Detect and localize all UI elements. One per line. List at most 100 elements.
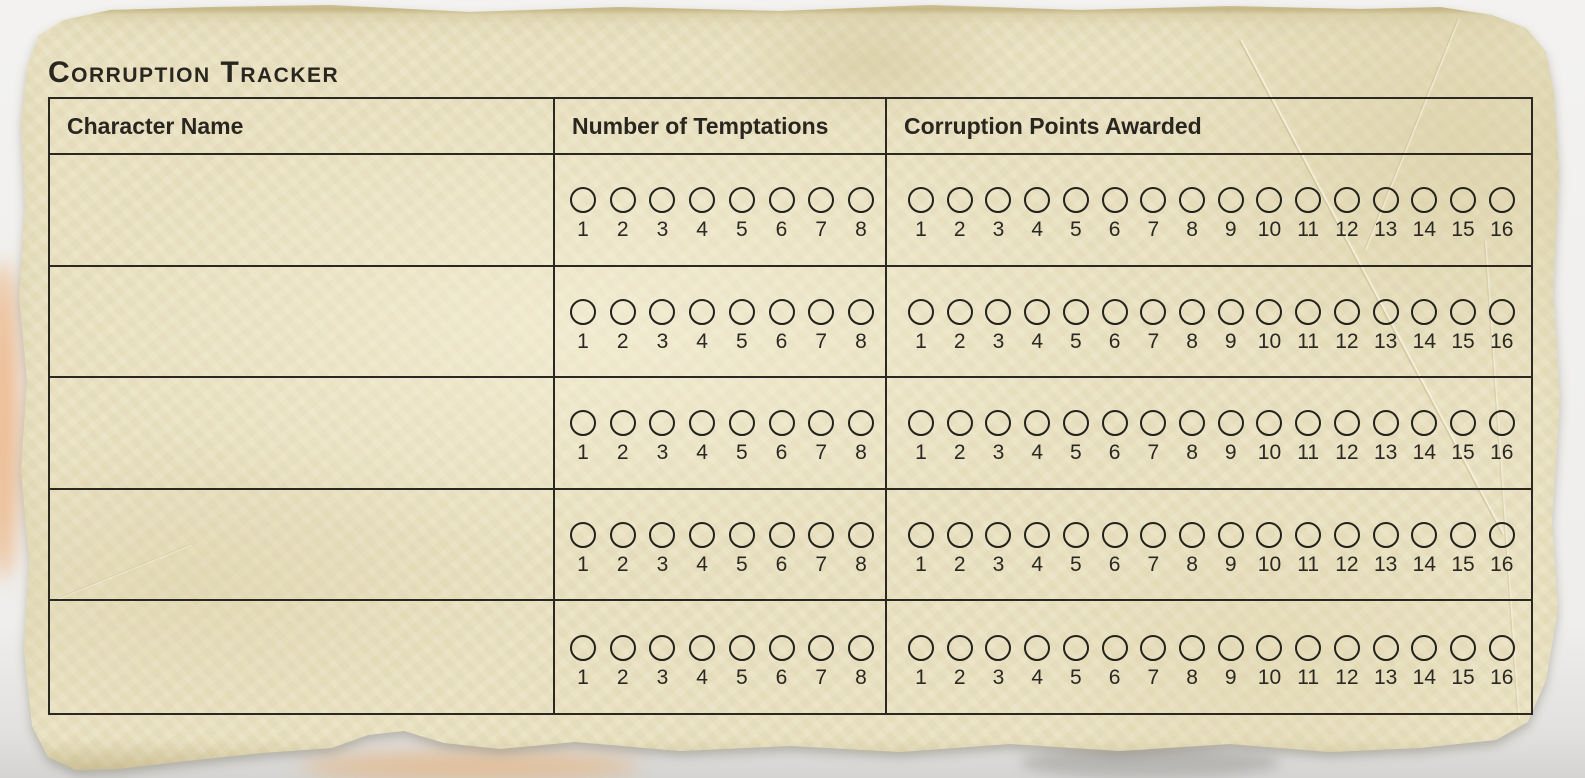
temptation-circle-1-row-1[interactable] xyxy=(570,187,596,214)
corruption-circle-3-row-2[interactable] xyxy=(985,298,1012,325)
corruption-circle-11-row-2[interactable] xyxy=(1295,298,1322,325)
corruption-circle-11-row-1[interactable] xyxy=(1295,187,1322,214)
temptation-circle-4-row-3[interactable] xyxy=(689,410,716,437)
temptation-circle-6-row-2[interactable] xyxy=(768,298,795,325)
temptation-circle-2-row-3[interactable] xyxy=(609,410,636,437)
corruption-circle-13-row-1[interactable] xyxy=(1372,187,1399,214)
corruption-circle-6-row-3[interactable] xyxy=(1101,410,1128,437)
corruption-circle-2-row-5[interactable] xyxy=(946,634,973,661)
temptation-circle-5-row-3[interactable] xyxy=(728,410,755,437)
corruption-circle-4-row-4[interactable] xyxy=(1024,522,1051,549)
corruption-circle-3-row-4[interactable] xyxy=(985,522,1012,549)
corruption-circle-14-row-4[interactable] xyxy=(1411,522,1438,549)
corruption-circle-9-row-2[interactable] xyxy=(1217,298,1244,325)
corruption-circle-16-row-3[interactable] xyxy=(1488,410,1515,437)
corruption-circle-10-row-5[interactable] xyxy=(1256,634,1283,661)
corruption-circle-2-row-4[interactable] xyxy=(946,522,973,549)
temptation-circle-2-row-4[interactable] xyxy=(609,522,636,549)
corruption-circle-13-row-2[interactable] xyxy=(1372,298,1399,325)
corruption-circle-13-row-3[interactable] xyxy=(1372,410,1399,437)
corruption-circle-1-row-4[interactable] xyxy=(908,522,934,549)
temptation-circle-6-row-1[interactable] xyxy=(768,187,795,214)
corruption-circle-14-row-2[interactable] xyxy=(1411,298,1438,325)
corruption-circle-7-row-3[interactable] xyxy=(1140,410,1167,437)
corruption-circle-9-row-3[interactable] xyxy=(1217,410,1244,437)
corruption-circle-15-row-5[interactable] xyxy=(1450,634,1477,661)
corruption-circle-14-row-5[interactable] xyxy=(1411,634,1438,661)
corruption-circle-4-row-2[interactable] xyxy=(1024,298,1051,325)
temptation-circle-4-row-5[interactable] xyxy=(689,634,716,661)
corruption-circle-8-row-3[interactable] xyxy=(1179,410,1206,437)
corruption-circle-5-row-1[interactable] xyxy=(1062,187,1089,214)
corruption-circle-12-row-2[interactable] xyxy=(1333,298,1360,325)
temptation-circle-1-row-4[interactable] xyxy=(570,522,596,549)
temptation-circle-7-row-5[interactable] xyxy=(808,634,835,661)
corruption-circle-10-row-1[interactable] xyxy=(1256,187,1283,214)
corruption-circle-3-row-1[interactable] xyxy=(985,187,1012,214)
temptation-circle-4-row-1[interactable] xyxy=(689,187,716,214)
temptation-circle-5-row-5[interactable] xyxy=(728,634,755,661)
corruption-circle-8-row-2[interactable] xyxy=(1179,298,1206,325)
character-name-cell-row-1[interactable] xyxy=(50,155,555,267)
corruption-circle-11-row-4[interactable] xyxy=(1295,522,1322,549)
corruption-circle-7-row-2[interactable] xyxy=(1140,298,1167,325)
corruption-circle-4-row-1[interactable] xyxy=(1024,187,1051,214)
temptation-circle-8-row-3[interactable] xyxy=(847,410,874,437)
corruption-circle-8-row-1[interactable] xyxy=(1179,187,1206,214)
temptation-circle-7-row-2[interactable] xyxy=(808,298,835,325)
corruption-circle-16-row-1[interactable] xyxy=(1488,187,1515,214)
corruption-circle-4-row-5[interactable] xyxy=(1024,634,1051,661)
character-name-cell-row-2[interactable] xyxy=(50,266,555,379)
temptation-circle-3-row-2[interactable] xyxy=(649,298,676,325)
corruption-circle-16-row-2[interactable] xyxy=(1488,298,1515,325)
temptation-circle-1-row-5[interactable] xyxy=(570,634,596,661)
temptation-circle-2-row-2[interactable] xyxy=(609,298,636,325)
temptation-circle-1-row-3[interactable] xyxy=(570,410,596,437)
temptation-circle-5-row-2[interactable] xyxy=(728,298,755,325)
corruption-circle-1-row-3[interactable] xyxy=(908,410,934,437)
temptation-circle-2-row-5[interactable] xyxy=(609,634,636,661)
temptation-circle-1-row-2[interactable] xyxy=(570,298,596,325)
corruption-circle-6-row-2[interactable] xyxy=(1101,298,1128,325)
temptation-circle-5-row-4[interactable] xyxy=(728,522,755,549)
corruption-circle-16-row-4[interactable] xyxy=(1488,522,1515,549)
character-name-cell-row-5[interactable] xyxy=(50,601,555,713)
corruption-circle-14-row-3[interactable] xyxy=(1411,410,1438,437)
temptation-circle-4-row-2[interactable] xyxy=(689,298,716,325)
temptation-circle-6-row-3[interactable] xyxy=(768,410,795,437)
corruption-circle-3-row-5[interactable] xyxy=(985,634,1012,661)
corruption-circle-1-row-1[interactable] xyxy=(908,187,934,214)
corruption-circle-2-row-3[interactable] xyxy=(946,410,973,437)
corruption-circle-10-row-4[interactable] xyxy=(1256,522,1283,549)
corruption-circle-11-row-5[interactable] xyxy=(1295,634,1322,661)
corruption-circle-2-row-1[interactable] xyxy=(946,187,973,214)
corruption-circle-1-row-5[interactable] xyxy=(908,634,934,661)
corruption-circle-5-row-4[interactable] xyxy=(1062,522,1089,549)
corruption-circle-16-row-5[interactable] xyxy=(1488,634,1515,661)
temptation-circle-2-row-1[interactable] xyxy=(609,187,636,214)
corruption-circle-6-row-4[interactable] xyxy=(1101,522,1128,549)
corruption-circle-9-row-1[interactable] xyxy=(1217,187,1244,214)
corruption-circle-8-row-4[interactable] xyxy=(1179,522,1206,549)
corruption-circle-15-row-3[interactable] xyxy=(1450,410,1477,437)
character-name-cell-row-3[interactable] xyxy=(50,378,555,490)
corruption-circle-5-row-3[interactable] xyxy=(1062,410,1089,437)
corruption-circle-6-row-1[interactable] xyxy=(1101,187,1128,214)
corruption-circle-12-row-3[interactable] xyxy=(1333,410,1360,437)
temptation-circle-3-row-1[interactable] xyxy=(649,187,676,214)
temptation-circle-7-row-4[interactable] xyxy=(808,522,835,549)
corruption-circle-2-row-2[interactable] xyxy=(946,298,973,325)
corruption-circle-6-row-5[interactable] xyxy=(1101,634,1128,661)
corruption-circle-4-row-3[interactable] xyxy=(1024,410,1051,437)
temptation-circle-6-row-5[interactable] xyxy=(768,634,795,661)
temptation-circle-7-row-1[interactable] xyxy=(808,187,835,214)
corruption-circle-11-row-3[interactable] xyxy=(1295,410,1322,437)
temptation-circle-8-row-4[interactable] xyxy=(847,522,874,549)
corruption-circle-12-row-1[interactable] xyxy=(1333,187,1360,214)
temptation-circle-5-row-1[interactable] xyxy=(728,187,755,214)
corruption-circle-15-row-4[interactable] xyxy=(1450,522,1477,549)
corruption-circle-5-row-5[interactable] xyxy=(1062,634,1089,661)
corruption-circle-9-row-5[interactable] xyxy=(1217,634,1244,661)
temptation-circle-7-row-3[interactable] xyxy=(808,410,835,437)
corruption-circle-3-row-3[interactable] xyxy=(985,410,1012,437)
